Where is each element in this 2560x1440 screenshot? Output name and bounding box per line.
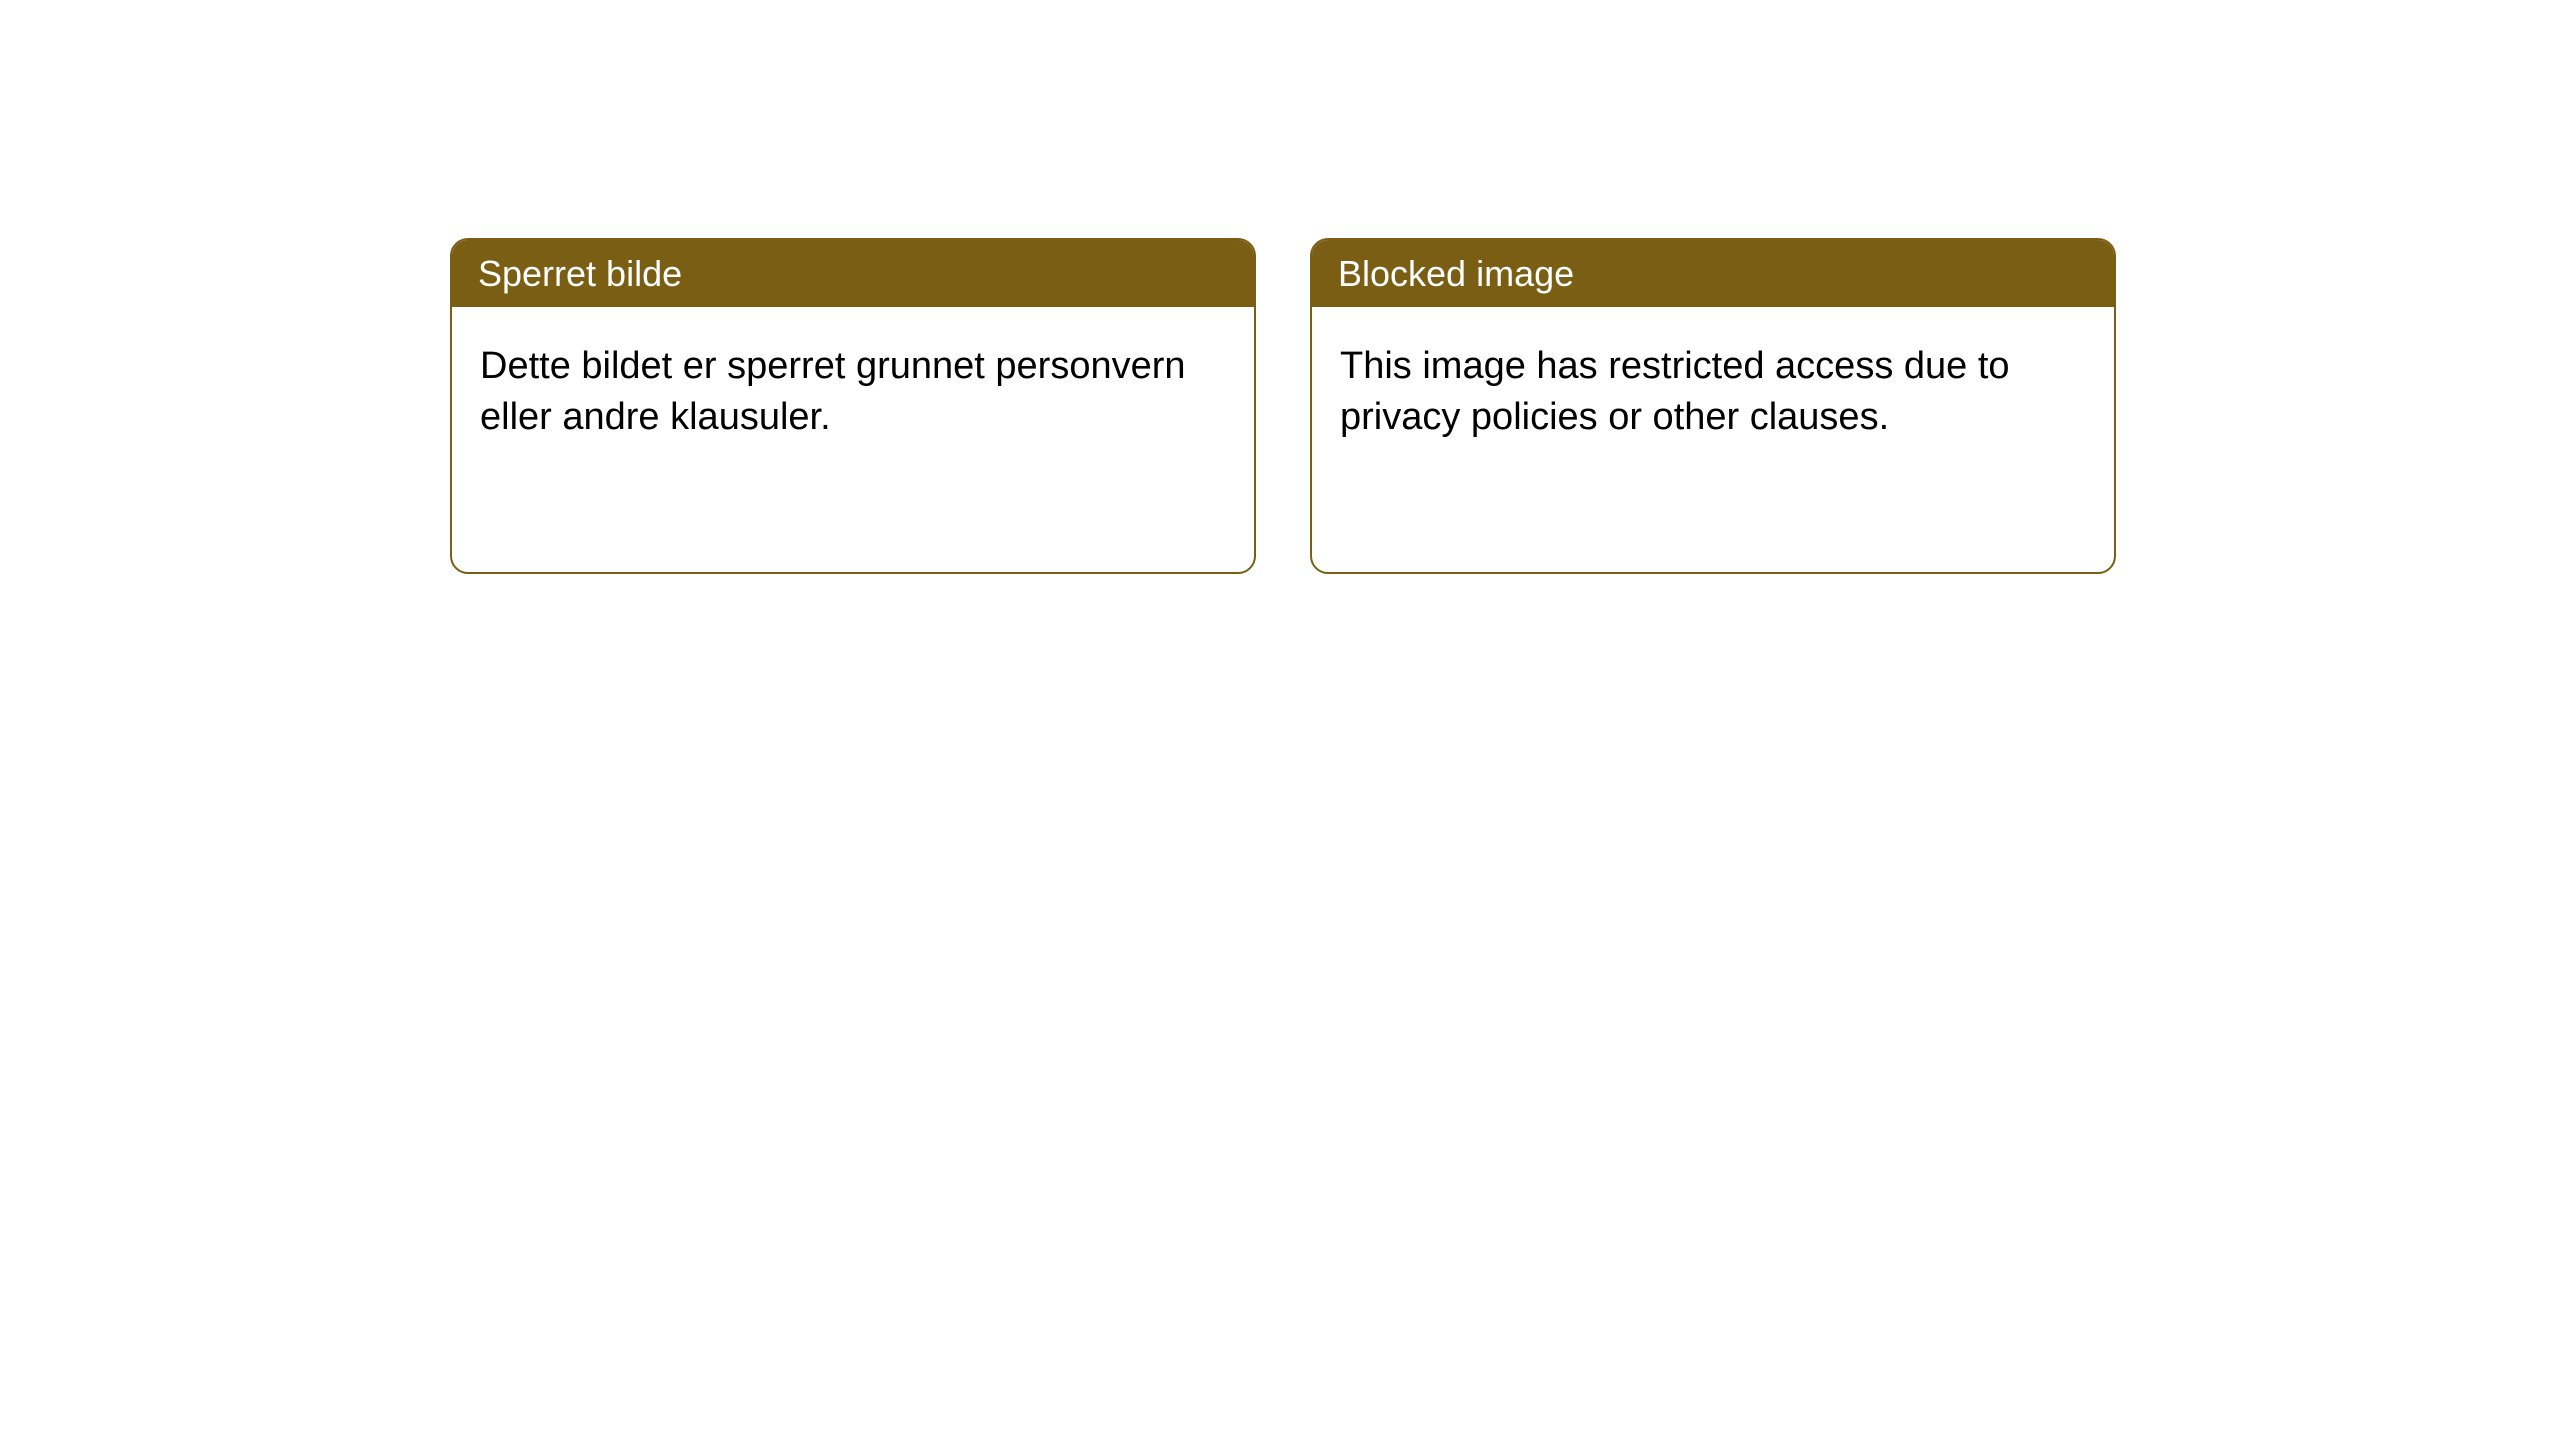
card-header-no: Sperret bilde — [452, 240, 1254, 307]
card-body-no: Dette bildet er sperret grunnet personve… — [452, 307, 1254, 478]
blocked-image-card-no: Sperret bilde Dette bildet er sperret gr… — [450, 238, 1256, 574]
card-header-en: Blocked image — [1312, 240, 2114, 307]
card-body-en: This image has restricted access due to … — [1312, 307, 2114, 478]
notice-container: Sperret bilde Dette bildet er sperret gr… — [0, 0, 2560, 574]
blocked-image-card-en: Blocked image This image has restricted … — [1310, 238, 2116, 574]
